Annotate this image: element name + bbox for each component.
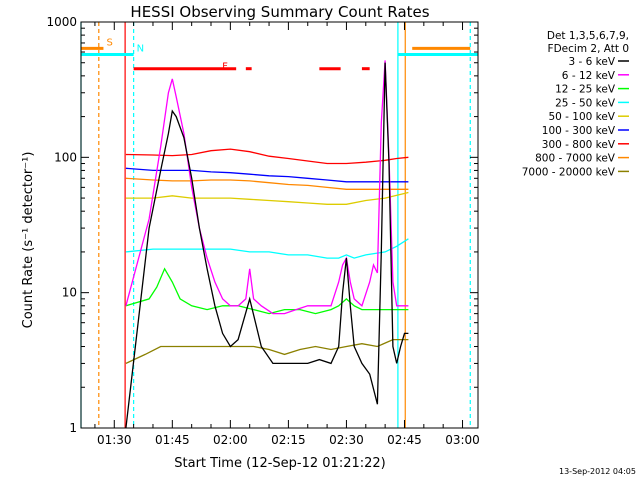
legend-label-3: 25 - 50 keV bbox=[555, 97, 616, 109]
series-line-6 bbox=[125, 148, 409, 165]
x-tick-label-4: 02:30 bbox=[329, 433, 364, 447]
series-line-7 bbox=[125, 177, 409, 190]
legend-label-5: 100 - 300 keV bbox=[542, 125, 616, 137]
x-tick-label-6: 03:00 bbox=[445, 433, 480, 447]
series-line-0 bbox=[125, 62, 409, 429]
x-tick-label-2: 02:00 bbox=[213, 433, 248, 447]
legend-label-8: 7000 - 20000 keV bbox=[522, 166, 616, 178]
legend-label-2: 12 - 25 keV bbox=[555, 84, 616, 96]
y-tick-label-0: 1 bbox=[69, 421, 77, 435]
legend-label-4: 50 - 100 keV bbox=[548, 111, 615, 123]
x-tick-label-0: 01:30 bbox=[97, 433, 132, 447]
vertical-lines bbox=[80, 22, 471, 428]
series-line-5 bbox=[125, 167, 409, 183]
legend-header-0: Det 1,3,5,6,7,9, bbox=[547, 30, 629, 42]
flag-label-S: S bbox=[106, 37, 112, 48]
series-line-8 bbox=[125, 338, 409, 364]
legend-label-1: 6 - 12 keV bbox=[562, 70, 616, 82]
legend: Det 1,3,5,6,7,9,FDecim 2, Att 03 - 6 keV… bbox=[522, 30, 629, 178]
series-line-3 bbox=[125, 238, 409, 259]
series-line-4 bbox=[125, 191, 409, 205]
footer-timestamp: 13-Sep-2012 04:05 bbox=[559, 467, 636, 476]
legend-label-6: 300 - 800 keV bbox=[542, 139, 616, 151]
axes: 01:30 01:45 02:00 02:15 02:30 02:45 03:00 1 10 10… bbox=[46, 15, 479, 447]
x-tick-label-5: 02:45 bbox=[387, 433, 422, 447]
series-lines bbox=[125, 60, 409, 429]
legend-label-0: 3 - 6 keV bbox=[568, 56, 615, 68]
flag-label-F: F bbox=[222, 62, 228, 73]
plot-frame bbox=[80, 21, 479, 429]
y-tick-label-1: 10 bbox=[62, 286, 77, 300]
flag-bars: S N F bbox=[81, 37, 478, 73]
x-tick-label-1: 01:45 bbox=[155, 433, 190, 447]
y-tick-label-3: 1000 bbox=[46, 15, 77, 29]
flag-label-N: N bbox=[137, 43, 144, 54]
y-axis-label: Count Rate (s⁻¹ detector⁻¹) bbox=[21, 152, 36, 329]
chart-title: HESSI Observing Summary Count Rates bbox=[130, 3, 429, 21]
x-axis-label: Start Time (12-Sep-12 01:21:22) bbox=[174, 456, 385, 471]
legend-header-1: FDecim 2, Att 0 bbox=[548, 43, 629, 55]
y-tick-label-2: 100 bbox=[54, 150, 77, 164]
series-line-2 bbox=[125, 267, 409, 315]
legend-label-7: 800 - 7000 keV bbox=[535, 153, 616, 165]
x-tick-label-3: 02:15 bbox=[271, 433, 306, 447]
